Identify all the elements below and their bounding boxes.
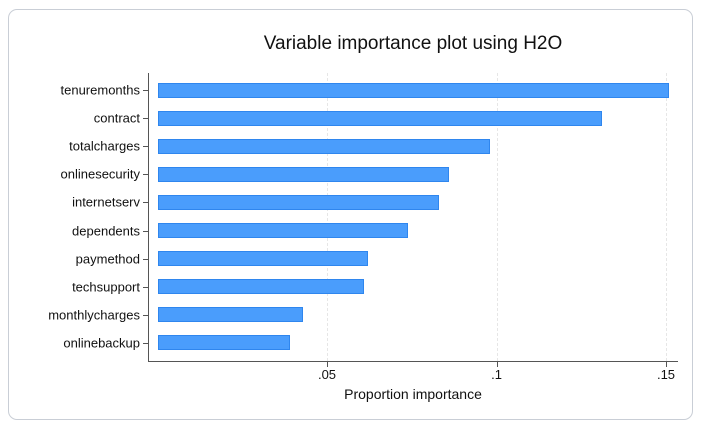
x-axis-title: Proportion importance bbox=[344, 386, 482, 402]
bar-techsupport bbox=[157, 279, 365, 295]
y-tick-label: internetserv bbox=[72, 194, 140, 210]
y-tick bbox=[143, 230, 148, 232]
plot-area: .05 .1 .15 tenuremonths contract totalcharges… bbox=[48, 73, 678, 382]
y-tick bbox=[143, 90, 148, 91]
x-tick bbox=[327, 362, 328, 367]
gridline bbox=[666, 73, 667, 361]
chart-title: Variable importance plot using H2O bbox=[263, 33, 563, 54]
x-tick bbox=[496, 362, 498, 367]
chart-frame bbox=[8, 9, 693, 420]
y-tick bbox=[143, 174, 148, 176]
x-axis bbox=[148, 361, 678, 362]
gridline bbox=[327, 73, 328, 361]
bar-contract bbox=[157, 110, 602, 126]
x-tick bbox=[666, 362, 667, 367]
y-tick-label: monthlycharges bbox=[48, 307, 140, 323]
bar-onlinebackup bbox=[157, 335, 290, 351]
y-tick-label: tenuremonths bbox=[60, 82, 141, 98]
bar-monthlycharges bbox=[157, 307, 304, 323]
bar-tenuremonths bbox=[157, 82, 670, 98]
y-tick-label: totalcharges bbox=[69, 138, 140, 154]
y-axis bbox=[148, 73, 149, 362]
y-tick bbox=[143, 342, 148, 344]
y-tick-label: dependents bbox=[72, 223, 140, 238]
y-tick-label: onlinesecurity bbox=[60, 166, 141, 182]
y-tick bbox=[143, 286, 148, 288]
bar-paymethod bbox=[157, 251, 368, 267]
x-tick-label: .15 bbox=[656, 367, 676, 382]
x-tick-label: .05 bbox=[317, 367, 337, 382]
x-tick-label: .1 bbox=[491, 367, 502, 382]
y-tick bbox=[143, 118, 148, 120]
bar-dependents bbox=[157, 223, 409, 238]
y-tick-label: techsupport bbox=[72, 279, 140, 295]
bar-internetserv bbox=[157, 194, 439, 210]
y-tick-label: paymethod bbox=[75, 251, 140, 267]
y-tick bbox=[143, 202, 148, 204]
bar-totalcharges bbox=[157, 138, 490, 154]
gridline bbox=[496, 73, 498, 361]
y-tick-label: contract bbox=[93, 110, 140, 126]
bar-onlinesecurity bbox=[157, 166, 450, 182]
y-tick bbox=[143, 146, 148, 148]
y-tick bbox=[143, 258, 148, 260]
y-tick-label: onlinebackup bbox=[63, 335, 140, 351]
y-tick bbox=[143, 314, 148, 316]
